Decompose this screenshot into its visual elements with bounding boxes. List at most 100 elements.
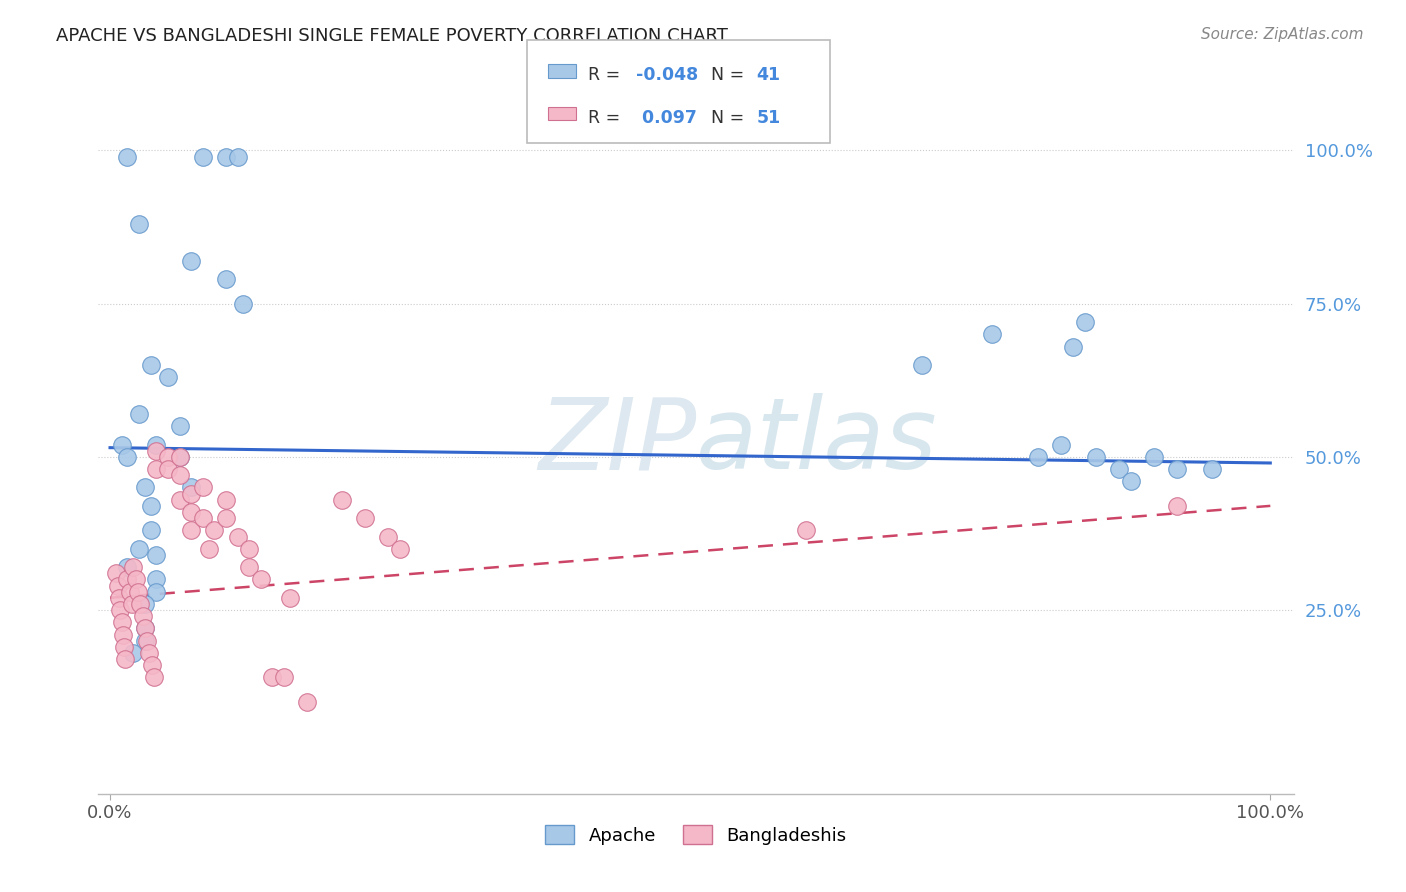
- Point: [129, 597, 152, 611]
- Point: [911, 358, 934, 372]
- Point: [128, 217, 150, 231]
- Point: [122, 646, 145, 660]
- Point: [117, 573, 139, 587]
- Point: [145, 462, 167, 476]
- Point: [139, 524, 162, 538]
- Point: [138, 646, 160, 660]
- Point: [215, 511, 238, 525]
- Point: [238, 560, 260, 574]
- Point: [215, 272, 238, 286]
- Point: [145, 443, 167, 458]
- Point: [180, 505, 202, 519]
- Point: [127, 584, 149, 599]
- Point: [139, 358, 162, 372]
- Point: [1201, 462, 1223, 476]
- Point: [191, 511, 214, 525]
- Point: [118, 584, 141, 599]
- Point: [1166, 462, 1188, 476]
- Text: atlas: atlas: [696, 393, 938, 490]
- Text: 0.097: 0.097: [636, 109, 696, 127]
- Point: [134, 597, 156, 611]
- Point: [215, 492, 238, 507]
- Point: [111, 437, 134, 451]
- Point: [1062, 340, 1084, 354]
- Point: [197, 541, 219, 556]
- Point: [1026, 450, 1049, 464]
- Point: [238, 541, 260, 556]
- Point: [980, 327, 1002, 342]
- Point: [128, 541, 150, 556]
- Point: [134, 622, 156, 636]
- Point: [262, 670, 284, 684]
- Point: [108, 591, 131, 605]
- Point: [169, 419, 191, 434]
- Text: 51: 51: [756, 109, 780, 127]
- Point: [1143, 450, 1166, 464]
- Point: [1108, 462, 1130, 476]
- Point: [111, 627, 134, 641]
- Point: [141, 658, 163, 673]
- Point: [145, 584, 167, 599]
- Text: APACHE VS BANGLADESHI SINGLE FEMALE POVERTY CORRELATION CHART: APACHE VS BANGLADESHI SINGLE FEMALE POVE…: [56, 27, 728, 45]
- Point: [134, 481, 156, 495]
- Point: [169, 450, 191, 464]
- Point: [110, 603, 132, 617]
- Text: N =: N =: [711, 109, 751, 127]
- Point: [157, 450, 180, 464]
- Point: [330, 492, 353, 507]
- Text: N =: N =: [711, 66, 751, 84]
- Text: ZIP: ZIP: [537, 393, 696, 490]
- Point: [226, 529, 249, 543]
- Text: R =: R =: [588, 109, 626, 127]
- Point: [232, 296, 254, 310]
- Point: [226, 150, 249, 164]
- Point: [1166, 499, 1188, 513]
- Point: [180, 481, 202, 495]
- Point: [157, 370, 180, 384]
- Point: [145, 573, 167, 587]
- Point: [1085, 450, 1108, 464]
- Point: [122, 560, 145, 574]
- Point: [180, 486, 202, 500]
- Point: [128, 407, 150, 421]
- Point: [273, 670, 295, 684]
- Point: [169, 450, 191, 464]
- Point: [134, 622, 156, 636]
- Point: [377, 529, 399, 543]
- Text: R =: R =: [588, 66, 626, 84]
- Point: [117, 560, 139, 574]
- Point: [794, 524, 817, 538]
- Point: [114, 652, 136, 666]
- Point: [191, 150, 214, 164]
- Point: [124, 573, 146, 587]
- Legend: Apache, Bangladeshis: Apache, Bangladeshis: [538, 818, 853, 852]
- Point: [131, 609, 153, 624]
- Point: [136, 633, 159, 648]
- Point: [1050, 437, 1073, 451]
- Point: [297, 695, 319, 709]
- Point: [139, 499, 162, 513]
- Point: [157, 462, 180, 476]
- Text: -0.048: -0.048: [636, 66, 697, 84]
- Point: [134, 633, 156, 648]
- Point: [215, 150, 238, 164]
- Point: [145, 437, 167, 451]
- Point: [104, 566, 127, 581]
- Text: 41: 41: [756, 66, 780, 84]
- Point: [1119, 475, 1142, 489]
- Point: [278, 591, 301, 605]
- Point: [169, 468, 191, 483]
- Point: [250, 573, 273, 587]
- Point: [180, 524, 202, 538]
- Point: [204, 524, 226, 538]
- Point: [354, 511, 377, 525]
- Point: [180, 253, 202, 268]
- Point: [111, 615, 134, 630]
- Point: [107, 578, 129, 592]
- Point: [1073, 315, 1095, 329]
- Point: [145, 548, 167, 562]
- Point: [117, 450, 139, 464]
- Text: Source: ZipAtlas.com: Source: ZipAtlas.com: [1201, 27, 1364, 42]
- Point: [169, 492, 191, 507]
- Point: [389, 541, 412, 556]
